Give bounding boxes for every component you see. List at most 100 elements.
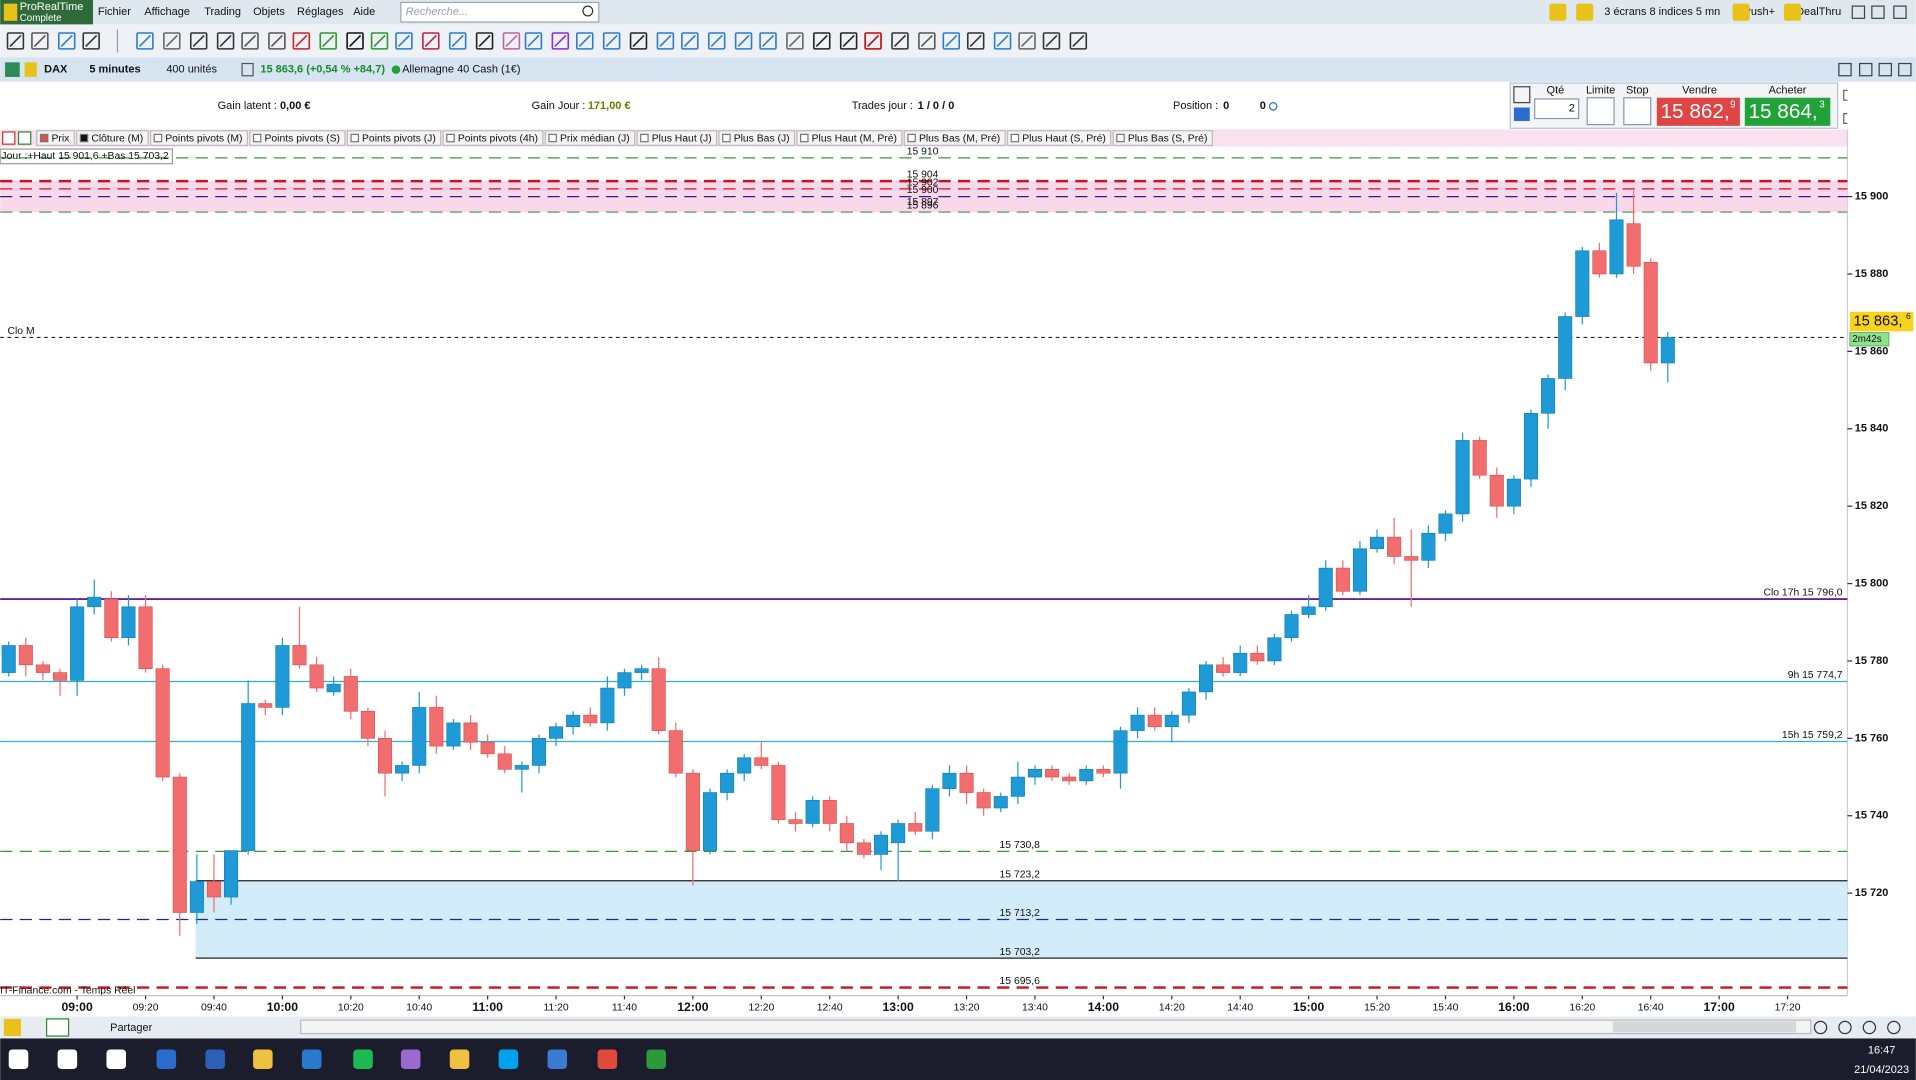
tool-icon[interactable]: [82, 32, 100, 50]
indicator-tab[interactable]: [249, 130, 346, 146]
taskbar-icon[interactable]: [449, 1049, 470, 1070]
zoom-button[interactable]: [1862, 1020, 1877, 1035]
tool-icon[interactable]: [966, 32, 985, 50]
tool-icon[interactable]: [1018, 32, 1036, 50]
indicator-tab[interactable]: [442, 130, 544, 146]
indicator-tab[interactable]: [796, 130, 903, 146]
tool-icon[interactable]: [707, 32, 726, 50]
indicator-tab[interactable]: [149, 130, 248, 146]
menu-item[interactable]: Affichage: [144, 6, 190, 18]
taskbar-icon[interactable]: [353, 1049, 373, 1070]
tool-icon[interactable]: [448, 32, 467, 50]
tab-icon[interactable]: [17, 131, 32, 145]
tab-icon[interactable]: [2, 131, 16, 145]
tool-icon[interactable]: [6, 32, 25, 50]
zoom-button[interactable]: [1887, 1020, 1901, 1035]
tool-icon[interactable]: [942, 32, 961, 50]
tool-icon[interactable]: [918, 32, 936, 50]
stop-button[interactable]: [1623, 97, 1652, 126]
units[interactable]: 400 unités: [166, 64, 217, 76]
tool-icon[interactable]: [241, 32, 259, 50]
tool-icon[interactable]: [681, 32, 699, 50]
share[interactable]: Partager: [110, 1022, 152, 1034]
tool-icon[interactable]: [58, 32, 76, 50]
qty[interactable]: 2: [1569, 103, 1575, 115]
indicator-name[interactable]: Points pivots (J): [362, 133, 436, 144]
taskbar-icon[interactable]: [205, 1049, 225, 1070]
taskbar-icon[interactable]: [106, 1049, 127, 1070]
tool-icon[interactable]: [786, 32, 804, 50]
indicator-tab[interactable]: [636, 130, 718, 146]
tool-icon[interactable]: [163, 32, 181, 50]
window-button[interactable]: [1851, 5, 1866, 19]
menu-item[interactable]: Aide: [353, 6, 375, 18]
taskbar-icon[interactable]: [253, 1049, 273, 1070]
indicator-name[interactable]: Plus Haut (S, Pré): [1022, 133, 1106, 144]
taskbar-icon[interactable]: [57, 1049, 78, 1070]
share-button[interactable]: [93, 1018, 155, 1037]
tool-icon[interactable]: [629, 32, 648, 50]
bottom-icon[interactable]: [3, 1018, 21, 1037]
tool-icon[interactable]: [656, 32, 675, 50]
tool-icon[interactable]: [268, 32, 286, 50]
taskbar-icon[interactable]: [646, 1049, 667, 1070]
indicator-name[interactable]: Prix médian (J): [560, 133, 630, 144]
tool-icon[interactable]: [839, 32, 858, 50]
menu-item[interactable]: Réglages: [297, 6, 344, 18]
scroll-thumb[interactable]: [1612, 1021, 1797, 1033]
zoom-button[interactable]: [1813, 1020, 1828, 1035]
taskbar-icon[interactable]: [400, 1049, 421, 1070]
panel-button[interactable]: [1838, 62, 1852, 77]
tool-icon[interactable]: [189, 32, 208, 50]
taskbar-icon[interactable]: [547, 1049, 568, 1070]
tool-icon[interactable]: [891, 32, 909, 50]
tool-icon[interactable]: [993, 32, 1012, 50]
order-tool[interactable]: [1513, 107, 1530, 121]
tool-icon[interactable]: [216, 32, 235, 50]
indicator-name[interactable]: Plus Bas (M, Pré): [919, 133, 1000, 144]
tool-icon[interactable]: [292, 32, 311, 50]
indicator-name[interactable]: Plus Bas (J): [734, 133, 790, 144]
indicator-tab[interactable]: [903, 130, 1006, 146]
menu-item[interactable]: Objets: [253, 6, 285, 18]
window-button[interactable]: [1871, 5, 1885, 19]
buy-button[interactable]: [1744, 97, 1831, 126]
indicator-name[interactable]: Plus Haut (J): [652, 133, 712, 144]
tool-icon[interactable]: [864, 32, 882, 50]
indicator-name[interactable]: Plus Bas (S, Pré): [1128, 133, 1208, 144]
panel-button[interactable]: [1859, 62, 1873, 77]
search-box[interactable]: [400, 1, 600, 23]
tool-icon[interactable]: [524, 32, 543, 50]
taskbar-icon[interactable]: [156, 1049, 177, 1070]
scrollbar[interactable]: [300, 1019, 1812, 1035]
taskbar-icon[interactable]: [498, 1049, 519, 1070]
panel-button[interactable]: [1878, 62, 1893, 77]
indicator-tab[interactable]: [1112, 130, 1213, 146]
tool-icon[interactable]: [422, 32, 440, 50]
period[interactable]: 5 minutes: [89, 64, 140, 76]
tool-icon[interactable]: [502, 32, 521, 50]
order-tool[interactable]: [1513, 86, 1531, 104]
tool-icon[interactable]: [813, 32, 831, 50]
tool-icon[interactable]: [1069, 32, 1088, 50]
tool-icon[interactable]: [602, 32, 621, 50]
indicator-name[interactable]: Clôture (M): [91, 133, 143, 144]
indicator-name[interactable]: Plus Haut (M, Pré): [812, 133, 897, 144]
tool-icon[interactable]: [319, 32, 337, 50]
panel-button[interactable]: [1898, 62, 1912, 77]
limit-button[interactable]: [1586, 97, 1615, 126]
indicator-tab[interactable]: [1006, 130, 1112, 146]
indicator-name[interactable]: Points pivots (S): [264, 133, 340, 144]
taskbar-icon[interactable]: [301, 1049, 322, 1070]
tool-icon[interactable]: [734, 32, 753, 50]
tool-icon[interactable]: [346, 32, 364, 50]
menu-right-item[interactable]: 3 écrans 8 indices 5 mn: [1604, 6, 1720, 18]
menu-item[interactable]: Trading: [204, 6, 241, 18]
indicator-name[interactable]: Points pivots (4h): [458, 133, 538, 144]
zoom-button[interactable]: [1838, 1020, 1852, 1035]
menu-item[interactable]: Fichier: [98, 6, 131, 18]
indicator-tab[interactable]: [76, 130, 149, 146]
tool-icon[interactable]: [136, 32, 154, 50]
menu-right-item[interactable]: DealThru: [1796, 6, 1841, 18]
tool-icon[interactable]: [475, 32, 494, 50]
